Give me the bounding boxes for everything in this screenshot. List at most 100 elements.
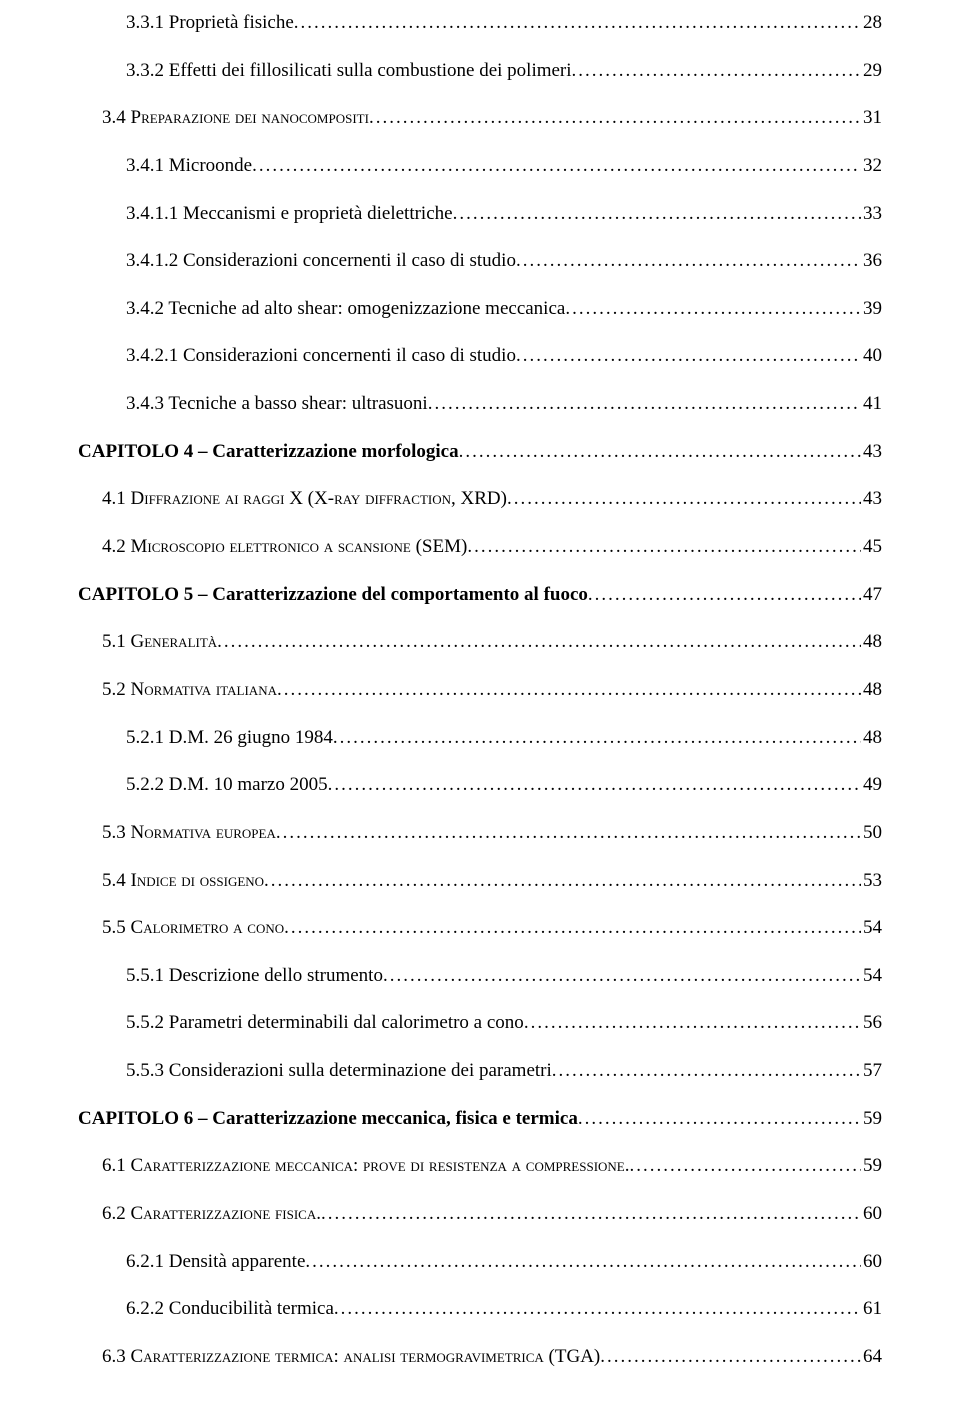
toc-entry: 6.2.1 Densità apparente 60 <box>78 1249 882 1275</box>
toc-entry: CAPITOLO 4 – Caratterizzazione morfologi… <box>78 439 882 465</box>
toc-entry-label: 3.4.1.1 Meccanismi e proprietà dielettri… <box>126 201 453 227</box>
toc-entry-page: 61 <box>861 1296 882 1322</box>
toc-entry-page: 53 <box>861 868 882 894</box>
toc-leader-dots <box>578 1106 861 1132</box>
toc-entry-label: 5.1 Generalità <box>102 629 217 655</box>
toc-entry-label: 3.4 Preparazione dei nanocompositi <box>102 105 369 131</box>
toc-entry-label: 3.4.2 Tecniche ad alto shear: omogenizza… <box>126 296 565 322</box>
toc-entry-page: 28 <box>861 10 882 36</box>
toc-entry-page: 45 <box>861 534 882 560</box>
toc-entry: 5.5.1 Descrizione dello strumento 54 <box>78 963 882 989</box>
toc-entry: 3.4.1.2 Considerazioni concernenti il ca… <box>78 248 882 274</box>
toc-leader-dots <box>334 1296 861 1322</box>
toc-entry-page: 31 <box>861 105 882 131</box>
toc-entry-page: 43 <box>861 486 882 512</box>
toc-entry-page: 60 <box>861 1249 882 1275</box>
toc-entry: 3.3.1 Proprietà fisiche 28 <box>78 10 882 36</box>
toc-entry-page: 56 <box>861 1010 882 1036</box>
toc-entry-page: 36 <box>861 248 882 274</box>
toc-entry-label: CAPITOLO 4 – Caratterizzazione morfologi… <box>78 439 459 465</box>
toc-entry-label: CAPITOLO 5 – Caratterizzazione del compo… <box>78 582 588 608</box>
toc-entry: CAPITOLO 6 – Caratterizzazione meccanica… <box>78 1106 882 1132</box>
toc-entry-page: 48 <box>861 629 882 655</box>
toc-leader-dots <box>600 1344 861 1370</box>
toc-entry-label: 3.4.1 Microonde <box>126 153 252 179</box>
toc-entry-label: 6.2 Caratterizzazione fisica. <box>102 1201 321 1227</box>
toc-entry: 3.4 Preparazione dei nanocompositi 31 <box>78 105 882 131</box>
toc-entry: 6.2 Caratterizzazione fisica. 60 <box>78 1201 882 1227</box>
toc-leader-dots <box>369 105 861 131</box>
toc-leader-dots <box>277 677 861 703</box>
toc-entry: 6.2.2 Conducibilità termica 61 <box>78 1296 882 1322</box>
toc-entry: 3.4.1 Microonde 32 <box>78 153 882 179</box>
toc-entry: 4.1 Diffrazione ai raggi X (X-ray diffra… <box>78 486 882 512</box>
toc-entry-page: 32 <box>861 153 882 179</box>
toc-entry-page: 64 <box>861 1344 882 1370</box>
toc-leader-dots <box>524 1010 861 1036</box>
toc-entry-label: 3.4.2.1 Considerazioni concernenti il ca… <box>126 343 516 369</box>
toc-leader-dots <box>516 248 861 274</box>
toc-entry: 3.4.1.1 Meccanismi e proprietà dielettri… <box>78 201 882 227</box>
toc-leader-dots <box>284 915 861 941</box>
toc-leader-dots <box>294 10 861 36</box>
toc-leader-dots <box>383 963 861 989</box>
toc-entry-label: 6.3 Caratterizzazione termica: analisi t… <box>102 1344 600 1370</box>
toc-entry-page: 33 <box>861 201 882 227</box>
toc-list: 3.3.1 Proprietà fisiche 28 3.3.2 Effetti … <box>78 10 882 1370</box>
toc-entry-page: 50 <box>861 820 882 846</box>
toc-entry: 5.4 Indice di ossigeno 53 <box>78 868 882 894</box>
toc-entry-label: 5.2.2 D.M. 10 marzo 2005 <box>126 772 328 798</box>
toc-entry-label: 5.5.1 Descrizione dello strumento <box>126 963 383 989</box>
toc-entry-page: 59 <box>861 1153 882 1179</box>
toc-entry-label: 5.2 Normativa italiana <box>102 677 277 703</box>
toc-entry: 6.3 Caratterizzazione termica: analisi t… <box>78 1344 882 1370</box>
toc-entry-label: CAPITOLO 6 – Caratterizzazione meccanica… <box>78 1106 578 1132</box>
toc-entry-page: 47 <box>861 582 882 608</box>
toc-entry-label: 6.1 Caratterizzazione meccanica: prove d… <box>102 1153 630 1179</box>
toc-entry: 3.4.3 Tecniche a basso shear: ultrasuoni… <box>78 391 882 417</box>
toc-entry-page: 49 <box>861 772 882 798</box>
toc-entry: 3.4.2.1 Considerazioni concernenti il ca… <box>78 343 882 369</box>
toc-entry-page: 54 <box>861 963 882 989</box>
toc-leader-dots <box>507 486 861 512</box>
toc-entry-label: 5.4 Indice di ossigeno <box>102 868 264 894</box>
toc-entry-page: 54 <box>861 915 882 941</box>
toc-entry: 5.3 Normativa europea 50 <box>78 820 882 846</box>
toc-leader-dots <box>333 725 861 751</box>
toc-page: 3.3.1 Proprietà fisiche 28 3.3.2 Effetti … <box>0 0 960 1422</box>
toc-leader-dots <box>453 201 861 227</box>
toc-entry: 5.1 Generalità 48 <box>78 629 882 655</box>
toc-entry-label: 3.4.1.2 Considerazioni concernenti il ca… <box>126 248 516 274</box>
toc-leader-dots <box>264 868 861 894</box>
toc-leader-dots <box>328 772 861 798</box>
toc-entry-label: 4.1 Diffrazione ai raggi X (X-ray diffra… <box>102 486 507 512</box>
toc-entry: CAPITOLO 5 – Caratterizzazione del compo… <box>78 582 882 608</box>
toc-entry: 6.1 Caratterizzazione meccanica: prove d… <box>78 1153 882 1179</box>
toc-entry-label: 5.5 Calorimetro a cono <box>102 915 284 941</box>
toc-entry: 5.2.1 D.M. 26 giugno 1984 48 <box>78 725 882 751</box>
toc-leader-dots <box>516 343 861 369</box>
toc-entry: 5.5 Calorimetro a cono 54 <box>78 915 882 941</box>
toc-leader-dots <box>552 1058 861 1084</box>
toc-leader-dots <box>630 1153 862 1179</box>
toc-entry-label: 6.2.2 Conducibilità termica <box>126 1296 334 1322</box>
toc-entry-label: 5.2.1 D.M. 26 giugno 1984 <box>126 725 333 751</box>
toc-entry-label: 3.3.1 Proprietà fisiche <box>126 10 294 36</box>
toc-leader-dots <box>459 439 861 465</box>
toc-entry-page: 29 <box>861 58 882 84</box>
toc-leader-dots <box>305 1249 861 1275</box>
toc-entry: 4.2 Microscopio elettronico a scansione … <box>78 534 882 560</box>
toc-entry-page: 48 <box>861 677 882 703</box>
toc-entry: 5.2.2 D.M. 10 marzo 2005 49 <box>78 772 882 798</box>
toc-entry: 5.2 Normativa italiana 48 <box>78 677 882 703</box>
toc-leader-dots <box>467 534 861 560</box>
toc-entry: 5.5.3 Considerazioni sulla determinazion… <box>78 1058 882 1084</box>
toc-leader-dots <box>588 582 861 608</box>
toc-entry: 3.3.2 Effetti dei fillosilicati sulla co… <box>78 58 882 84</box>
toc-entry-page: 48 <box>861 725 882 751</box>
toc-leader-dots <box>428 391 861 417</box>
toc-entry-page: 40 <box>861 343 882 369</box>
toc-entry-label: 3.4.3 Tecniche a basso shear: ultrasuoni <box>126 391 428 417</box>
toc-leader-dots <box>276 820 861 846</box>
toc-leader-dots <box>252 153 861 179</box>
